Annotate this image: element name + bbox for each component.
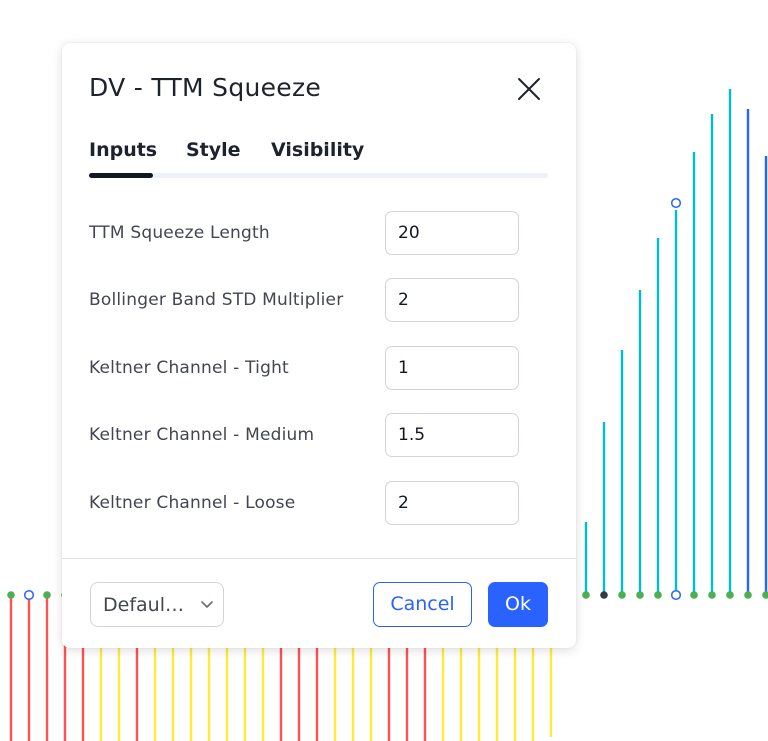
ttm-squeeze-length-input[interactable] bbox=[385, 211, 519, 255]
input-row-ttm-length: TTM Squeeze Length bbox=[89, 211, 521, 257]
close-icon bbox=[518, 78, 540, 100]
ok-button[interactable]: Ok bbox=[488, 582, 548, 627]
input-label: TTM Squeeze Length bbox=[89, 223, 270, 243]
active-tab-indicator bbox=[89, 173, 153, 178]
tab-visibility[interactable]: Visibility bbox=[271, 139, 365, 161]
tab-style[interactable]: Style bbox=[186, 139, 241, 161]
kc-tight-input[interactable] bbox=[385, 346, 519, 390]
input-row-kc-tight: Keltner Channel - Tight bbox=[89, 346, 521, 392]
input-row-kc-loose: Keltner Channel - Loose bbox=[89, 481, 521, 527]
bb-std-multiplier-input[interactable] bbox=[385, 278, 519, 322]
input-label: Bollinger Band STD Multiplier bbox=[89, 290, 344, 310]
kc-loose-input[interactable] bbox=[385, 481, 519, 525]
input-label: Keltner Channel - Loose bbox=[89, 493, 296, 513]
input-row-kc-medium: Keltner Channel - Medium bbox=[89, 413, 521, 459]
footer-divider bbox=[62, 558, 576, 559]
input-row-bb-multiplier: Bollinger Band STD Multiplier bbox=[89, 278, 521, 324]
input-label: Keltner Channel - Medium bbox=[89, 425, 315, 445]
defaults-dropdown[interactable]: Defaul… bbox=[90, 582, 224, 627]
tab-track bbox=[89, 173, 548, 178]
tab-inputs[interactable]: Inputs bbox=[89, 139, 158, 161]
dialog-title: DV - TTM Squeeze bbox=[89, 73, 322, 102]
input-label: Keltner Channel - Tight bbox=[89, 358, 289, 378]
chevron-down-icon bbox=[201, 601, 213, 608]
tab-bar: Inputs Style Visibility bbox=[89, 139, 548, 179]
close-button[interactable] bbox=[514, 74, 544, 104]
indicator-settings-dialog: DV - TTM Squeeze Inputs Style Visibility… bbox=[62, 43, 576, 648]
kc-medium-input[interactable] bbox=[385, 413, 519, 457]
cancel-button[interactable]: Cancel bbox=[373, 582, 472, 627]
defaults-dropdown-value: Defaul… bbox=[103, 594, 184, 616]
